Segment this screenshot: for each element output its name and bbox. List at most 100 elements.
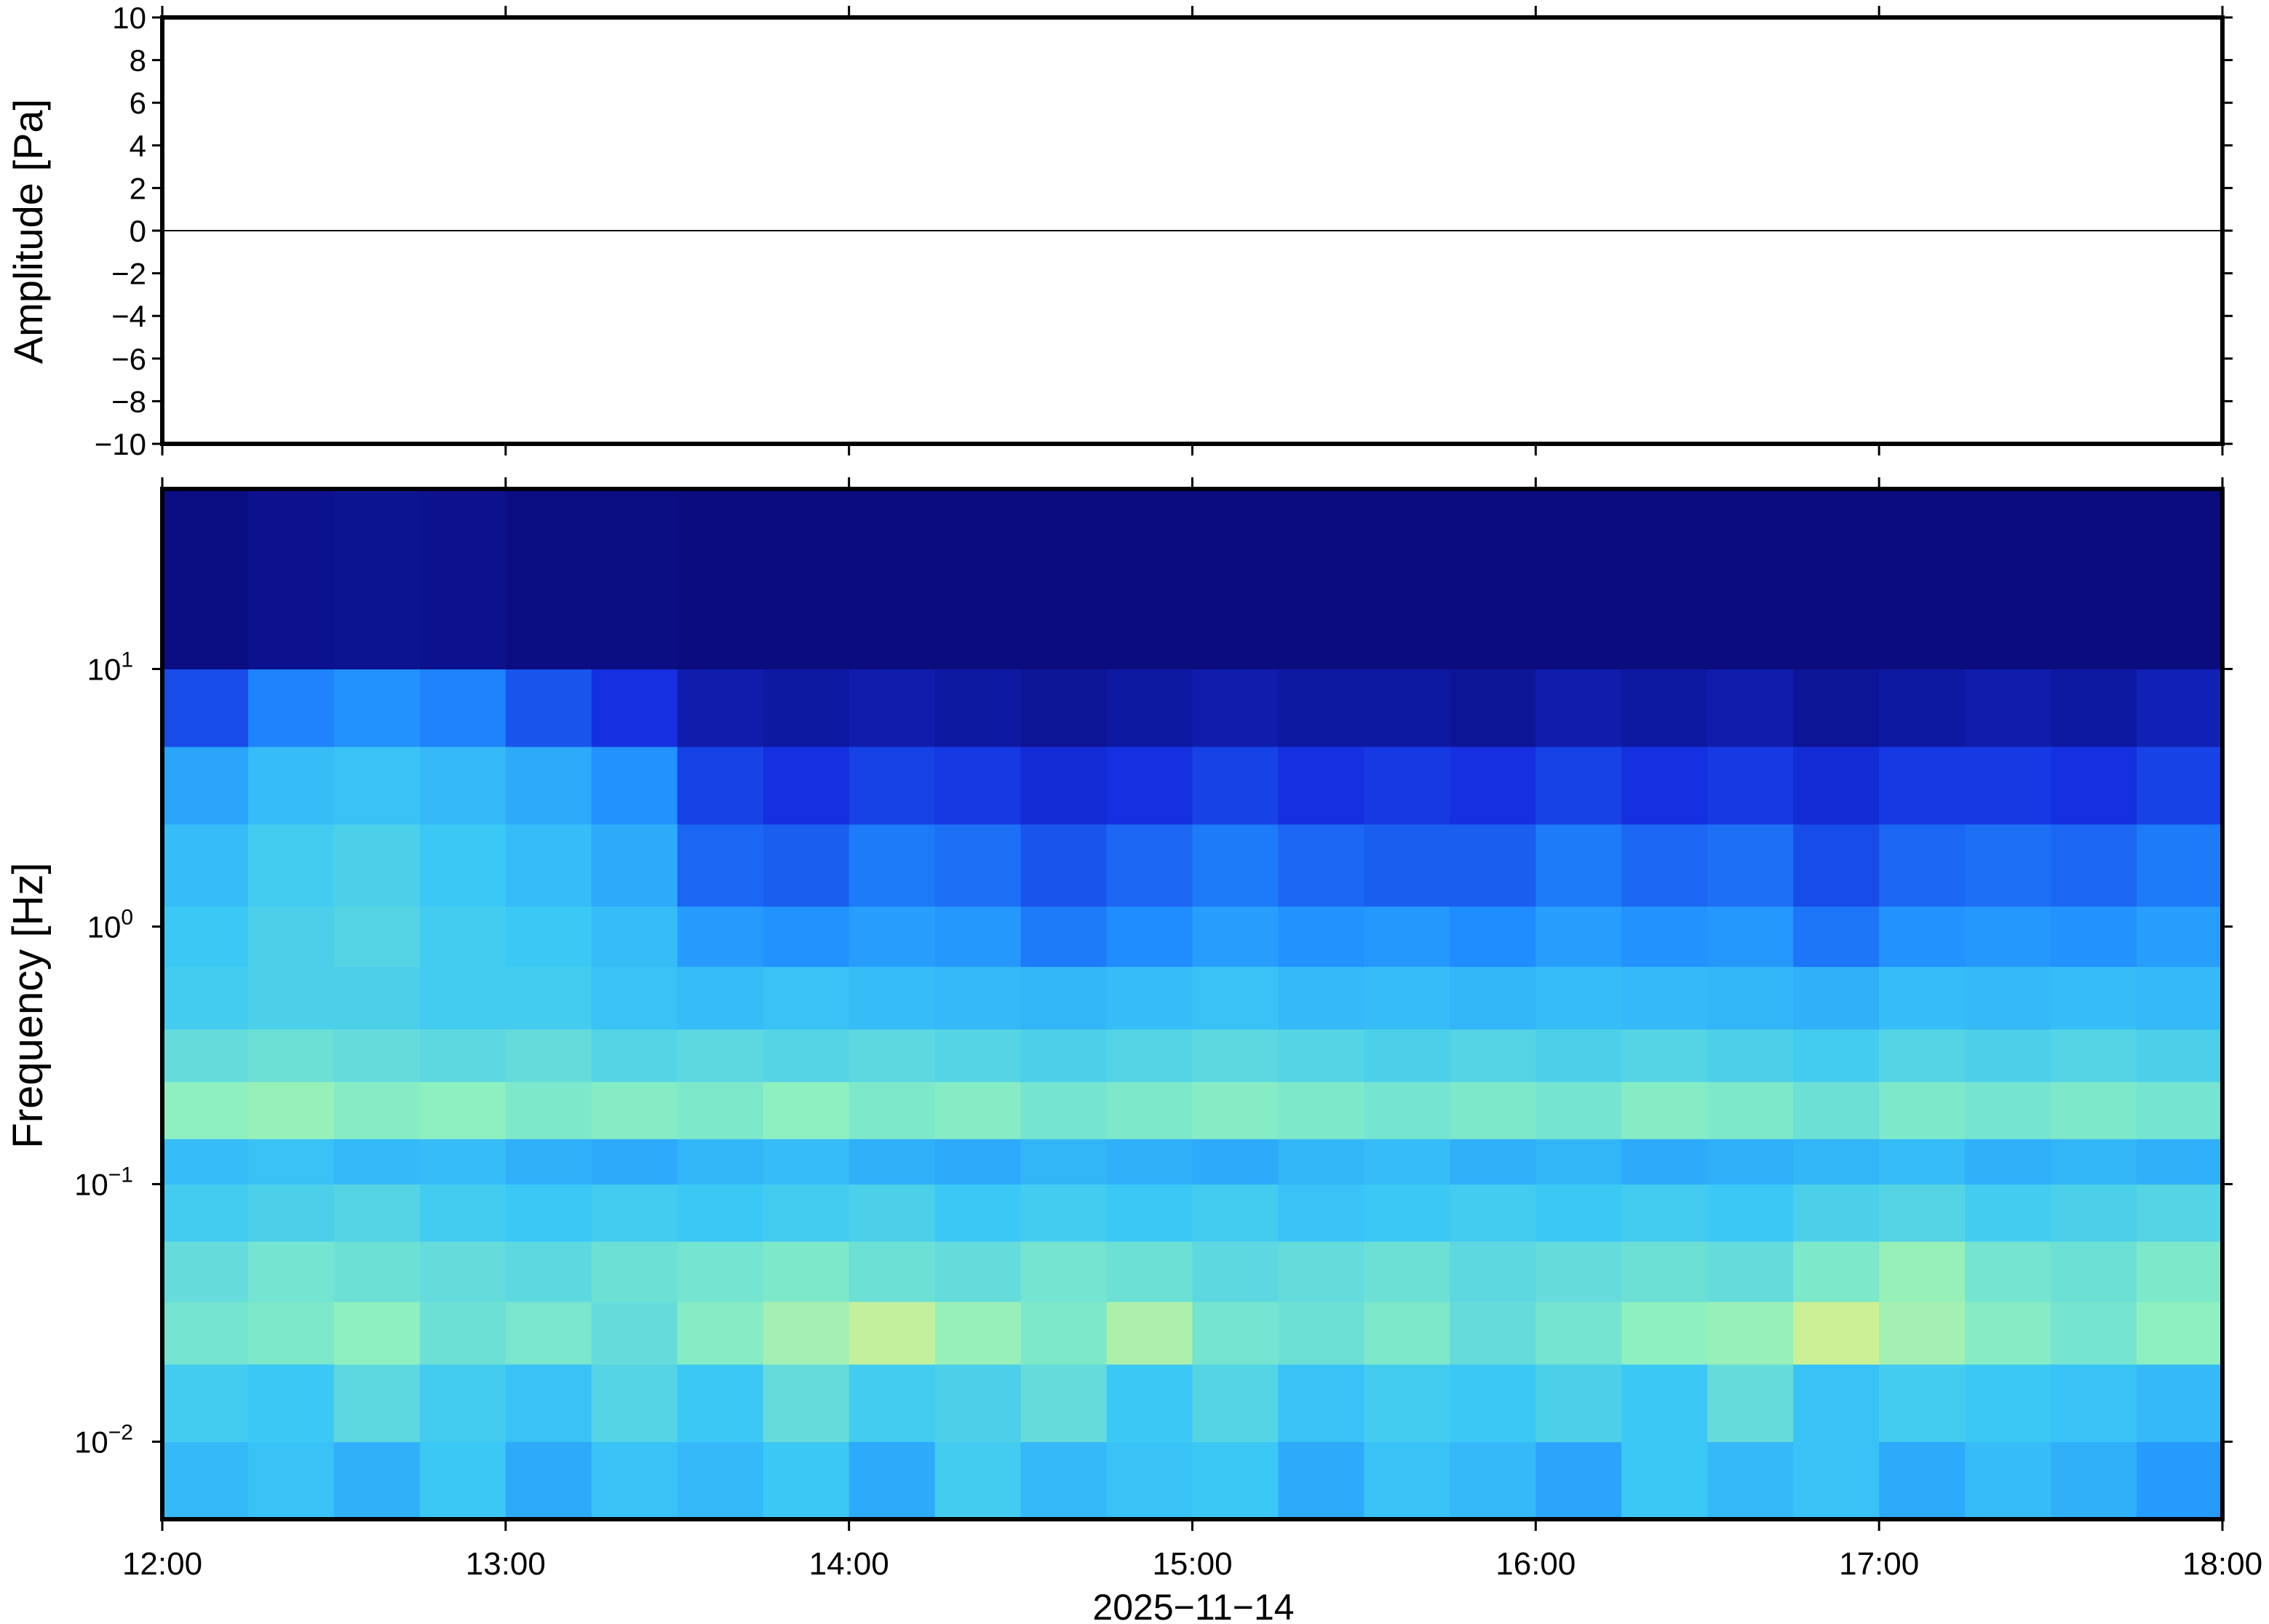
x-tick-label: 16:00 [1495,1546,1575,1582]
spectrogram-cell [1020,1241,1108,1302]
spectrogram-cell [1020,489,1108,670]
spectrogram-cell [2137,1184,2223,1242]
spectrogram-cell [333,1029,421,1083]
spectrogram-cell [934,489,1022,670]
spectrogram-cell [763,1441,850,1520]
spectrogram-cell [505,906,592,967]
spectrogram-cell [1965,824,2051,907]
spectrogram-cell [333,747,421,825]
spectrogram-cell [1106,1241,1193,1302]
spectrogram-cell [1106,906,1193,967]
spectrogram-cell [1278,966,1365,1030]
y-tick-exponent: 1 [121,648,133,672]
spectrogram-cell [591,1441,678,1520]
spectrogram-cell [1192,1139,1279,1185]
spectrogram-cell [1364,1301,1450,1365]
spectrogram-cell [1450,966,1536,1030]
spectrogram-cell [1106,1184,1193,1242]
y-tick-label: 10−2 [74,1420,133,1459]
spectrogram-cell [849,1139,936,1185]
spectrogram-cell [1707,824,1794,907]
y-tick-label: −2 [111,257,146,291]
spectrogram-cell [2137,489,2223,670]
spectrogram-cell [1535,1139,1622,1185]
spectrogram-cell [419,489,506,670]
spectrogram-cell [1621,1029,1708,1083]
spectrogram-cell [1621,966,1708,1030]
spectrogram-cell [763,1081,850,1139]
spectrogram-cell [763,1139,850,1185]
spectrogram-cell [1450,1301,1536,1365]
spectrogram-cell [162,669,249,747]
spectrogram-cell [247,966,335,1030]
x-tick-label: 13:00 [466,1546,546,1582]
spectrogram-cell [934,1441,1022,1520]
spectrogram-cell [1192,1029,1279,1083]
spectrogram-cell [1707,906,1794,967]
spectrogram-cell [1793,1441,1880,1520]
spectrogram-cell [1364,1241,1450,1302]
y-tick-label: −8 [111,384,146,418]
spectrogram-cell [162,747,249,825]
spectrogram-cell [333,1241,421,1302]
spectrogram-cell [2051,489,2137,670]
spectrogram-cell [934,1364,1022,1443]
spectrogram-cell [1535,1081,1622,1139]
spectrogram-cell [2051,1301,2137,1365]
spectrogram-cell [2137,1364,2223,1443]
spectrogram-cell [2051,824,2137,907]
spectrogram-cell [1879,1081,1966,1139]
spectrogram-cell [1450,747,1536,825]
spectrogram-cell [763,966,850,1030]
spectrogram-cell [1879,669,1966,747]
spectrogram-cell [1621,489,1708,670]
spectrogram-cell [2137,1081,2223,1139]
spectrogram-cell [1364,747,1450,825]
spectrogram-cell [1535,966,1622,1030]
y-tick-label: 8 [130,44,146,78]
spectrogram-cell [1621,824,1708,907]
spectrogram-cell [2137,1241,2223,1302]
y-tick-label: 100 [87,905,133,944]
spectrogram-cell [934,669,1022,747]
spectrogram-cell [505,489,592,670]
x-tick-label: 12:00 [122,1546,202,1582]
spectrogram-cell [1278,1241,1365,1302]
spectrogram-cell [849,1081,936,1139]
spectrogram-cell [763,747,850,825]
spectrogram-cell [1450,1081,1536,1139]
spectrogram-cell [2051,1081,2137,1139]
spectrogram-cell [677,966,764,1030]
spectrogram-cell [1278,1184,1365,1242]
spectrogram-cell [1707,1241,1794,1302]
spectrogram-cell [763,489,850,670]
spectrogram-cell [1364,1441,1450,1520]
spectrogram-cell [247,1364,335,1443]
spectrogram-cell [1879,1301,1966,1365]
spectrogram-cell [677,747,764,825]
spectrogram-cell [1106,1364,1193,1443]
spectrogram-cell [419,1301,506,1365]
spectrogram-cell [1621,1139,1708,1185]
spectrogram-cell [1106,966,1193,1030]
spectrogram-cell [763,1241,850,1302]
spectrogram-cell [677,1364,764,1443]
spectrogram-cell [1364,1081,1450,1139]
spectrogram-cell [419,1081,506,1139]
spectrogram-cell [591,966,678,1030]
spectrogram-cell [934,1184,1022,1242]
spectrogram-cell [1965,1184,2051,1242]
x-axis-label: 2025−11−14 [1092,1587,1294,1624]
spectrogram-cell [1707,1364,1794,1443]
spectrogram-cell [849,747,936,825]
spectrogram-cell [505,1241,592,1302]
spectrogram-cell [1793,966,1880,1030]
spectrogram-cell [1192,966,1279,1030]
spectrogram-cell [591,1029,678,1083]
spectrogram-cell [1450,906,1536,967]
spectrogram-cell [1020,1441,1108,1520]
spectrogram-cell [1278,1139,1365,1185]
spectrogram-cell [1965,906,2051,967]
spectrogram-cell [763,824,850,907]
